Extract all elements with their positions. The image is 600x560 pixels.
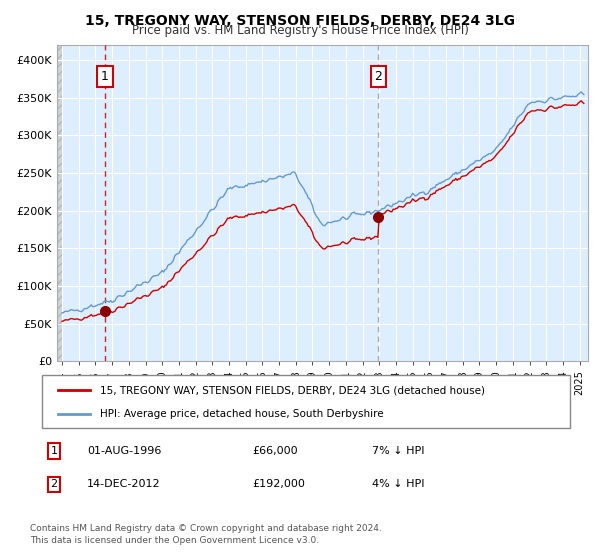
FancyBboxPatch shape — [42, 375, 570, 428]
Text: 01-AUG-1996: 01-AUG-1996 — [87, 446, 161, 456]
Text: 14-DEC-2012: 14-DEC-2012 — [87, 479, 161, 489]
Text: 1: 1 — [50, 446, 58, 456]
Bar — [57, 45, 62, 361]
Text: £66,000: £66,000 — [252, 446, 298, 456]
Text: Price paid vs. HM Land Registry's House Price Index (HPI): Price paid vs. HM Land Registry's House … — [131, 24, 469, 37]
Text: 2: 2 — [374, 70, 382, 83]
Text: 1: 1 — [101, 70, 109, 83]
Text: 15, TREGONY WAY, STENSON FIELDS, DERBY, DE24 3LG (detached house): 15, TREGONY WAY, STENSON FIELDS, DERBY, … — [100, 385, 485, 395]
Text: 7% ↓ HPI: 7% ↓ HPI — [372, 446, 425, 456]
Text: 2: 2 — [50, 479, 58, 489]
Text: 4% ↓ HPI: 4% ↓ HPI — [372, 479, 425, 489]
Text: £192,000: £192,000 — [252, 479, 305, 489]
Text: Contains HM Land Registry data © Crown copyright and database right 2024.
This d: Contains HM Land Registry data © Crown c… — [30, 524, 382, 545]
Text: 15, TREGONY WAY, STENSON FIELDS, DERBY, DE24 3LG: 15, TREGONY WAY, STENSON FIELDS, DERBY, … — [85, 14, 515, 28]
Text: HPI: Average price, detached house, South Derbyshire: HPI: Average price, detached house, Sout… — [100, 408, 384, 418]
